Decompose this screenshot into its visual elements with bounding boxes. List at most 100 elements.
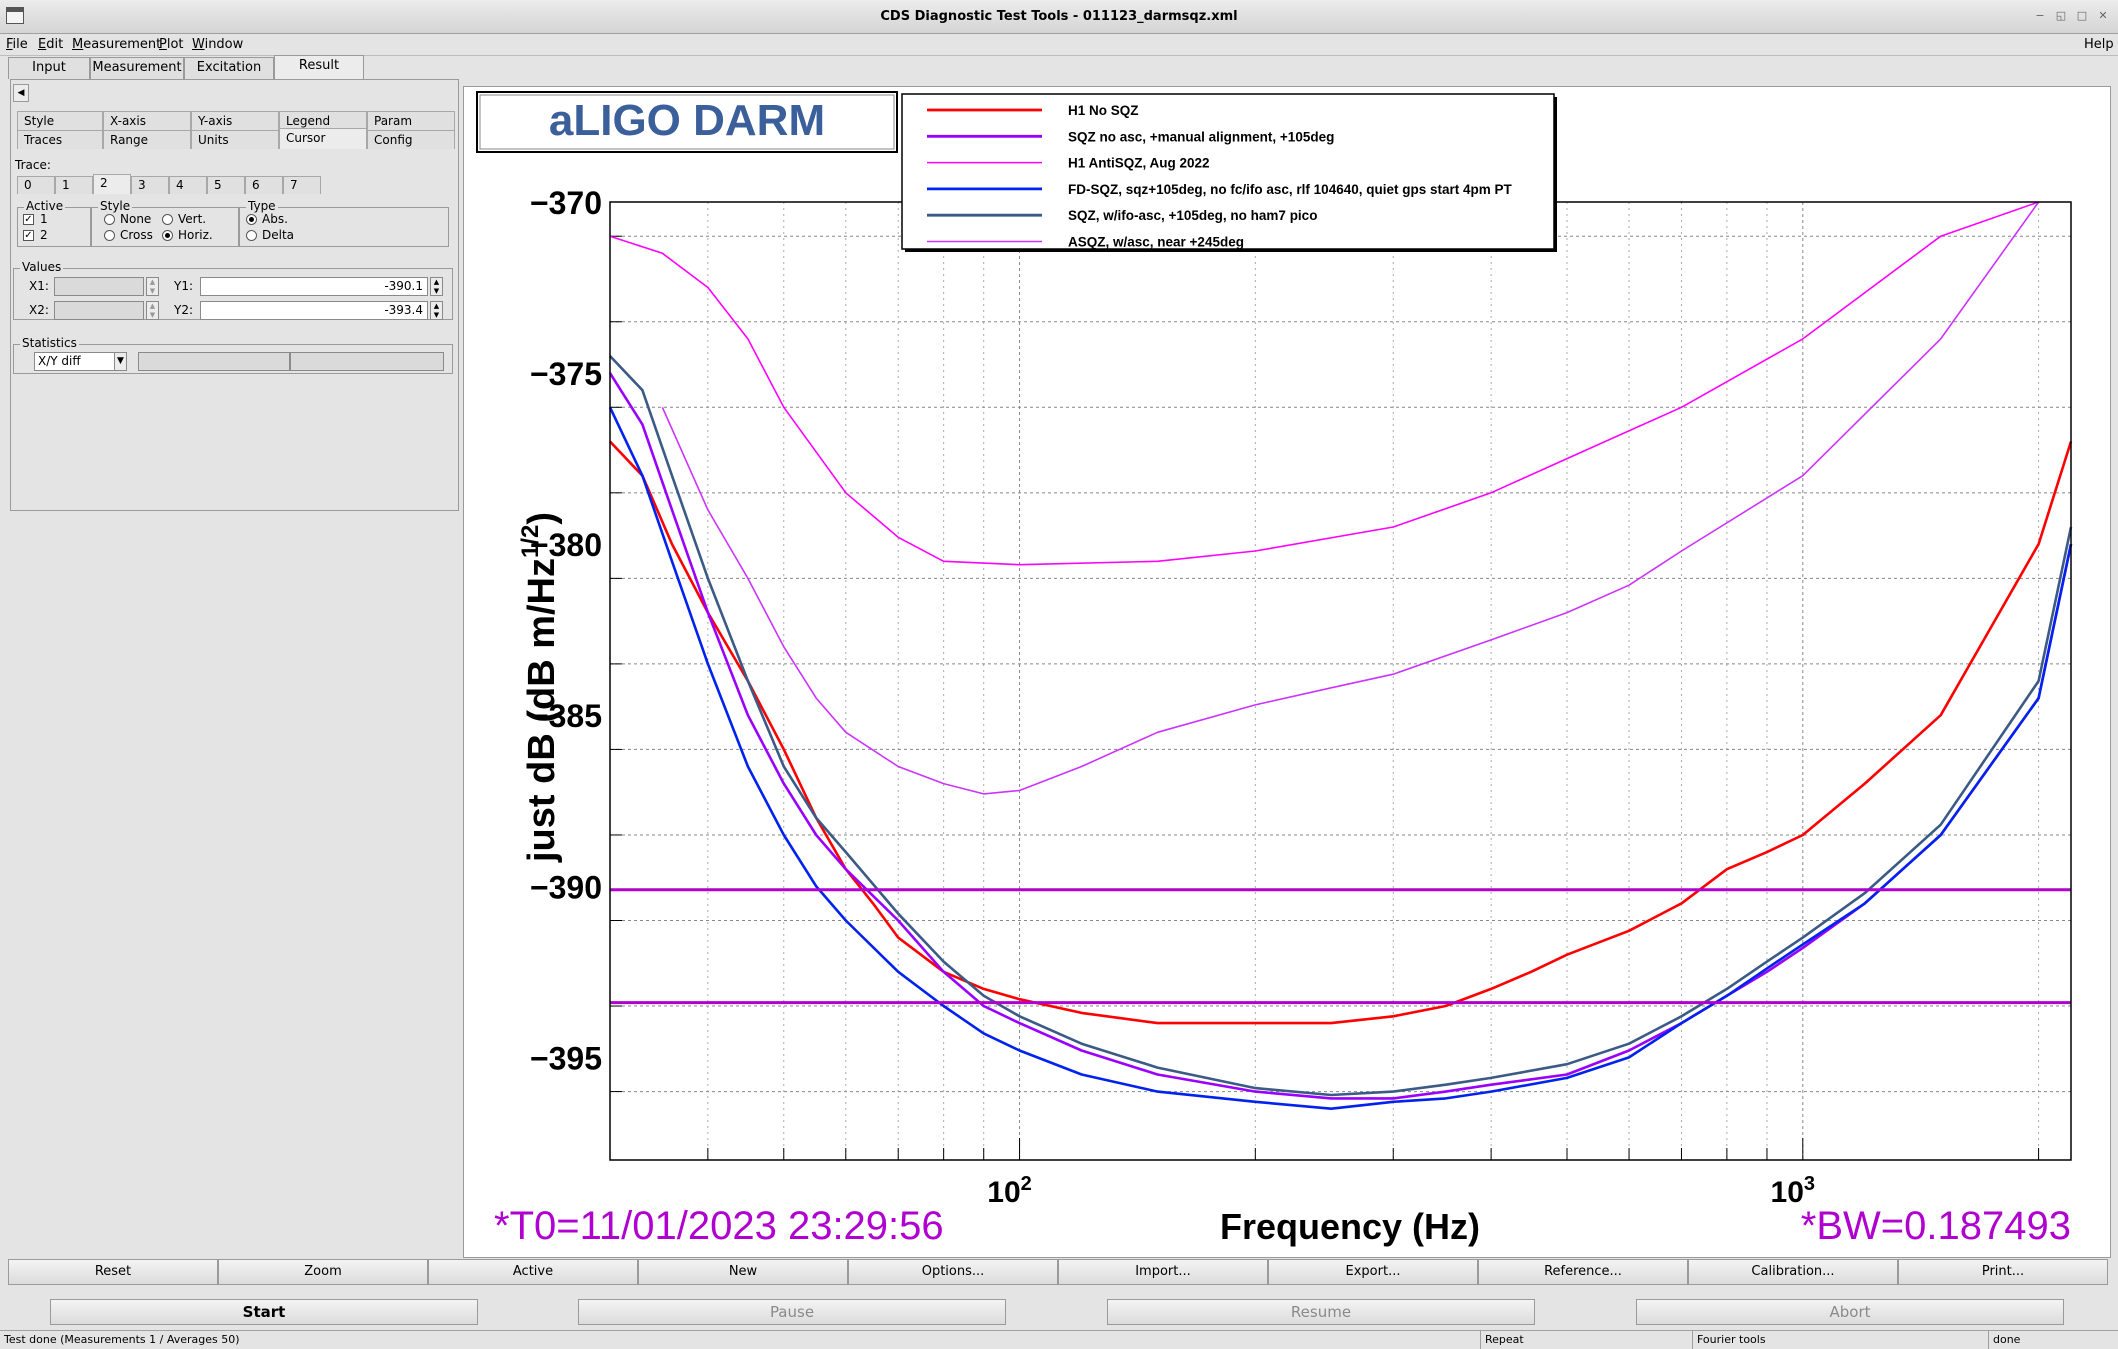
menu-file[interactable]: File (6, 37, 28, 52)
x2-field[interactable] (54, 301, 144, 320)
active-group: Active ✓ 1 ✓ 2 (17, 199, 91, 247)
legend-label-1: SQZ no asc, +manual alignment, +105deg (1068, 129, 1334, 144)
style-vert-label: Vert. (178, 212, 207, 226)
y2-spinner[interactable]: ▲ ▼ (430, 301, 443, 320)
x1-spinner[interactable]: ▲ ▼ (146, 277, 159, 296)
minimize-icon[interactable]: − (2035, 9, 2045, 22)
reset-button[interactable]: Reset (8, 1259, 218, 1285)
reference-button[interactable]: Reference... (1478, 1259, 1688, 1285)
menu-plot[interactable]: Plot (159, 37, 184, 52)
subtab-legend[interactable]: Legend (279, 111, 367, 130)
values-group: Values X1: ▲ ▼ Y1: -390.1 ▲ ▼ X2: ▲ ▼ Y2: -… (13, 260, 453, 320)
import-button[interactable]: Import... (1058, 1259, 1268, 1285)
menu-measurement[interactable]: Measurement (72, 37, 162, 52)
menu-window[interactable]: Window (192, 37, 244, 52)
options-button[interactable]: Options... (848, 1259, 1058, 1285)
menu-bar: File Edit Measurement Plot Window Help (0, 34, 2118, 56)
plot-grid (609, 202, 2071, 1160)
y-tick-labels: −370 −375 −380 −385 −390 −395 (530, 185, 602, 1076)
active-button[interactable]: Active (428, 1259, 638, 1285)
tab-input[interactable]: Input (8, 57, 90, 79)
x1-field[interactable] (54, 277, 144, 296)
series-line-3 (608, 406, 2073, 1111)
plot-curves (608, 201, 2073, 1111)
trace-tab-1[interactable]: 1 (55, 176, 93, 194)
window-icon[interactable] (6, 7, 24, 24)
window-controls: − ◱ □ ✕ (2028, 8, 2112, 24)
export-button[interactable]: Export... (1268, 1259, 1478, 1285)
trace-tab-2[interactable]: 2 (93, 174, 131, 194)
trace-tab-6[interactable]: 6 (245, 176, 283, 194)
close-icon[interactable]: ✕ (2098, 9, 2108, 22)
trace-tab-5[interactable]: 5 (207, 176, 245, 194)
tab-measurement[interactable]: Measurement (90, 57, 184, 79)
style-cross-label: Cross (120, 228, 153, 242)
subtab-range[interactable]: Range (103, 130, 191, 149)
active-2-checkbox[interactable]: ✓ (23, 230, 34, 241)
new-button[interactable]: New (638, 1259, 848, 1285)
zoom-button[interactable]: Zoom (218, 1259, 428, 1285)
tab-excitation[interactable]: Excitation (184, 57, 274, 79)
y2-field[interactable]: -393.4 (200, 301, 428, 320)
pause-button[interactable]: Pause (578, 1299, 1006, 1325)
x-tick-label: 103 (1771, 1173, 1816, 1209)
subtab-style[interactable]: Style (17, 111, 103, 130)
subtab-y-axis[interactable]: Y-axis (191, 111, 279, 130)
calibration-button[interactable]: Calibration... (1688, 1259, 1898, 1285)
trace-tab-4[interactable]: 4 (169, 176, 207, 194)
y1-label: Y1: (174, 279, 194, 293)
type-delta-radio[interactable] (246, 230, 257, 241)
type-abs-radio[interactable] (246, 214, 257, 225)
style-vert-radio[interactable] (162, 214, 173, 225)
window-title: CDS Diagnostic Test Tools - 011123_darms… (880, 9, 1238, 24)
y1-field[interactable]: -390.1 (200, 277, 428, 296)
statistics-dropdown-icon[interactable]: ▼ (114, 352, 127, 371)
tab-result[interactable]: Result (274, 55, 364, 79)
style-cross-radio[interactable] (104, 230, 115, 241)
x-tick-labels: 102 103 (987, 1173, 1815, 1209)
plot-panel: aLIGO DARM −370 −375 −380 −385 −390 −395 102 1… (463, 86, 2111, 1258)
subtab-traces[interactable]: Traces (17, 130, 103, 149)
plot-canvas[interactable]: aLIGO DARM −370−375−380−385−390−395 102 1… (464, 87, 2110, 1257)
active-1-checkbox[interactable]: ✓ (23, 214, 34, 225)
menu-edit[interactable]: Edit (38, 37, 64, 52)
legend-label-4: SQZ, w/ifo-asc, +105deg, no ham7 pico (1068, 208, 1317, 223)
active-1-label: 1 (40, 212, 48, 226)
legend-label-0: H1 No SQZ (1068, 103, 1139, 118)
x2-spinner[interactable]: ▲ ▼ (146, 301, 159, 320)
style-horiz-radio[interactable] (162, 230, 173, 241)
subtab-config[interactable]: Config (367, 130, 455, 149)
start-button[interactable]: Start (50, 1299, 478, 1325)
restore-icon[interactable]: ◱ (2055, 9, 2067, 22)
resume-button[interactable]: Resume (1107, 1299, 1535, 1325)
y1-spinner[interactable]: ▲ ▼ (430, 277, 443, 296)
subtab-param[interactable]: Param (367, 111, 455, 130)
subtab-cursor[interactable]: Cursor (279, 128, 367, 149)
t0-annotation: *T0=11/01/2023 23:29:56 (494, 1204, 944, 1248)
trace-tab-0[interactable]: 0 (17, 176, 55, 194)
plot-legend[interactable]: H1 No SQZ SQZ no asc, +manual alignment, … (901, 93, 1557, 252)
cursor-lines[interactable] (610, 888, 2071, 1005)
x-axis-label: Frequency (Hz) (1220, 1206, 1480, 1247)
series-line-5 (661, 201, 2040, 795)
type-delta-label: Delta (262, 228, 295, 242)
style-none-radio[interactable] (104, 214, 115, 225)
maximize-icon[interactable]: □ (2076, 9, 2088, 22)
statistics-group-title: Statistics (20, 336, 79, 350)
style-group: Style None Vert. Cross Horiz. (91, 199, 239, 247)
print-button[interactable]: Print... (1898, 1259, 2108, 1285)
collapse-arrow-icon[interactable]: ◀ (13, 84, 29, 102)
abort-button[interactable]: Abort (1636, 1299, 2064, 1325)
trace-tab-7[interactable]: 7 (283, 176, 321, 194)
y-axis-label: just dB (dB m/Hz1/2) (517, 512, 563, 863)
trace-tab-3[interactable]: 3 (131, 176, 169, 194)
subtab-units[interactable]: Units (191, 130, 279, 149)
menu-help[interactable]: Help (2084, 37, 2114, 52)
result-options-panel: ◀ Style X-axis Y-axis Legend Param Trace… (10, 79, 459, 511)
status-repeat: Repeat (1480, 1331, 1692, 1349)
series-line-2 (609, 201, 2039, 566)
subtab-x-axis[interactable]: X-axis (103, 111, 191, 130)
measurement-control-bar: Start Pause Resume Abort (0, 1299, 2118, 1327)
statistics-select[interactable]: X/Y diff (34, 352, 124, 371)
plot-title-box (476, 91, 898, 153)
